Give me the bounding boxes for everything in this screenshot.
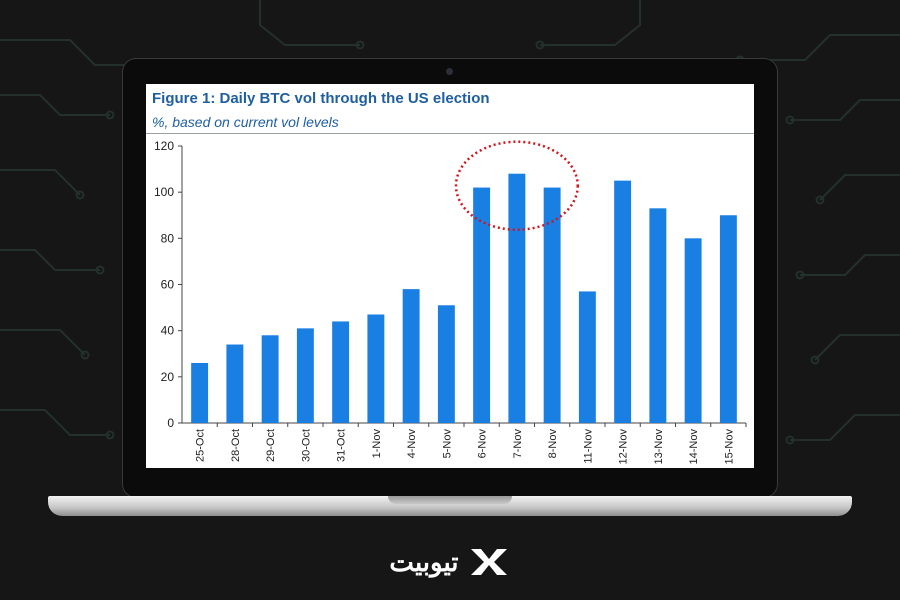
y-tick-label: 0 — [167, 416, 174, 430]
y-tick-label: 80 — [161, 231, 175, 245]
circuit-trace — [0, 409, 110, 436]
x-tick-label: 14-Nov — [688, 429, 700, 465]
chart-subtitle: %, based on current vol levels — [152, 114, 339, 130]
y-tick-label: 100 — [154, 185, 174, 199]
x-tick-label: 30-Oct — [300, 429, 312, 462]
x-tick-label: 4-Nov — [406, 429, 418, 459]
circuit-trace — [814, 334, 900, 361]
x-tick-label: 7-Nov — [512, 429, 524, 459]
laptop-camera — [446, 68, 453, 75]
bar — [367, 314, 385, 423]
circuit-trace — [0, 249, 100, 271]
laptop-screen: Figure 1: Daily BTC vol through the US e… — [146, 84, 754, 468]
highlight-ellipse — [454, 140, 579, 231]
chart-title: Figure 1: Daily BTC vol through the US e… — [152, 90, 490, 107]
circuit-trace — [0, 169, 81, 196]
brand-logo: تیوبیت — [350, 540, 550, 584]
bar — [543, 187, 561, 423]
circuit-trace — [800, 254, 900, 276]
y-tick-label: 20 — [161, 370, 175, 384]
x-tick-label: 8-Nov — [547, 429, 559, 459]
circuit-node — [785, 435, 795, 445]
circuit-trace — [790, 99, 900, 121]
x-tick-label: 29-Oct — [265, 429, 277, 462]
x-tick-label: 28-Oct — [230, 429, 242, 462]
bar — [578, 291, 596, 423]
y-tick-label: 40 — [161, 324, 175, 338]
bar — [332, 321, 350, 423]
bar — [684, 238, 702, 423]
bar — [719, 215, 737, 423]
circuit-trace — [790, 414, 900, 441]
circuit-node — [795, 270, 805, 280]
x-tick-label: 25-Oct — [195, 429, 207, 462]
bar — [261, 335, 279, 423]
x-tick-label: 11-Nov — [582, 429, 594, 464]
circuit-node — [80, 350, 90, 360]
bar — [226, 344, 244, 423]
x-tick-label: 13-Nov — [653, 429, 665, 465]
x-tick-label: 5-Nov — [441, 429, 453, 459]
bar — [614, 180, 632, 423]
circuit-trace — [259, 0, 360, 46]
y-tick-label: 120 — [154, 139, 174, 153]
x-tick-label: 6-Nov — [477, 429, 489, 459]
circuit-node — [95, 265, 105, 275]
circuit-node — [810, 355, 820, 365]
bar — [473, 187, 491, 423]
circuit-trace — [0, 329, 86, 356]
x-mark-icon — [470, 549, 507, 575]
x-tick-label: 15-Nov — [723, 429, 735, 465]
circuit-trace — [540, 0, 641, 46]
circuit-node — [105, 430, 115, 440]
bar — [508, 173, 526, 423]
x-tick-label: 1-Nov — [371, 429, 383, 459]
bar — [437, 305, 455, 423]
title-divider — [146, 133, 754, 134]
circuit-trace — [740, 34, 900, 61]
circuit-node — [815, 195, 825, 205]
circuit-node — [75, 190, 85, 200]
circuit-node — [355, 40, 365, 50]
bar — [402, 289, 420, 423]
bar — [296, 328, 314, 423]
bar — [649, 208, 667, 423]
circuit-node — [785, 115, 795, 125]
bar-chart: 0 20 40 60 80 100 120 25-Oct 28-Oct 29-Oct 30-Oct 3… — [154, 139, 747, 465]
laptop-base — [48, 496, 852, 516]
circuit-node — [535, 40, 545, 50]
x-tick-label: 12-Nov — [618, 429, 630, 465]
circuit-node — [105, 110, 115, 120]
brand-logo-text: تیوبیت — [389, 546, 459, 577]
circuit-trace — [819, 174, 900, 201]
laptop-base-notch — [388, 496, 512, 504]
bar — [191, 362, 209, 423]
y-tick-label: 60 — [161, 278, 175, 292]
x-tick-label: 31-Oct — [336, 429, 348, 462]
circuit-trace — [0, 94, 110, 116]
